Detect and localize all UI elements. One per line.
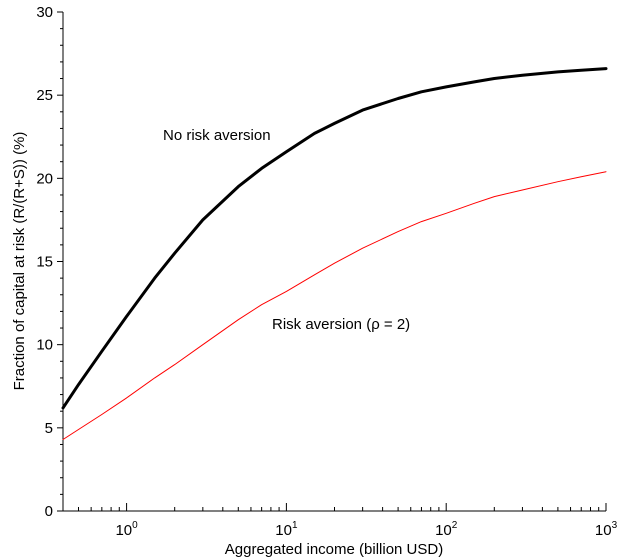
y-axis-label: Fraction of capital at risk (R/(R+S)) (%… bbox=[11, 132, 28, 391]
y-tick-label: 15 bbox=[36, 254, 53, 271]
series-group bbox=[61, 67, 608, 440]
y-tick-label: 25 bbox=[36, 87, 53, 104]
y-tick-label: 10 bbox=[36, 337, 53, 354]
ticks: 0 5 10 15 20 25 30 100 101 102 103 bbox=[36, 4, 617, 539]
y-tick-label: 0 bbox=[45, 503, 53, 520]
x-tick-label: 103 bbox=[595, 520, 617, 539]
plot-area bbox=[62, 12, 606, 512]
x-axis-label: Aggregated income (billion USD) bbox=[225, 541, 443, 558]
y-tick-label: 30 bbox=[36, 4, 53, 21]
annotation-risk-aversion: Risk aversion (ρ = 2) bbox=[272, 316, 410, 333]
x-tick-label: 100 bbox=[115, 520, 138, 539]
y-tick-label: 5 bbox=[45, 420, 53, 437]
series-line-no-risk-aversion bbox=[61, 67, 608, 410]
x-tick-label: 101 bbox=[275, 520, 298, 539]
series-line-risk-aversion bbox=[62, 171, 607, 440]
y-tick-label: 20 bbox=[36, 170, 53, 187]
annotation-no-risk-aversion: No risk aversion bbox=[163, 127, 271, 144]
x-tick-label: 102 bbox=[435, 520, 458, 539]
